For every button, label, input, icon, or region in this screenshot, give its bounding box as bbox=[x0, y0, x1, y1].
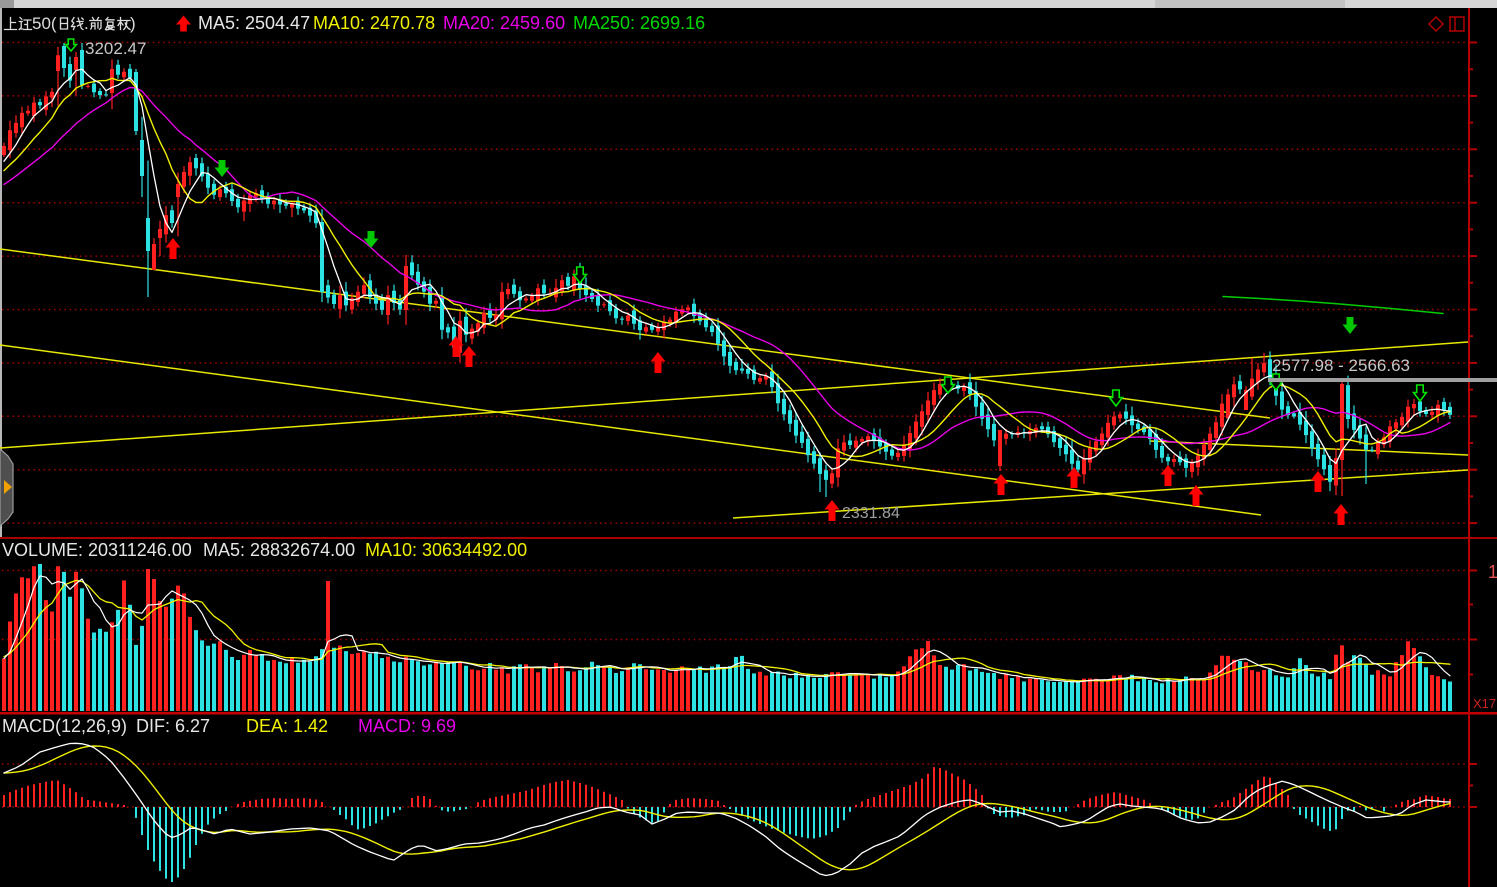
svg-text:2577.98 - 2566.63: 2577.98 - 2566.63 bbox=[1272, 356, 1410, 375]
svg-text:2331.84: 2331.84 bbox=[842, 505, 900, 522]
svg-text:.: . bbox=[84, 14, 89, 33]
svg-text:3202.47: 3202.47 bbox=[85, 39, 146, 58]
svg-text:VOLUME: 20311246.00: VOLUME: 20311246.00 bbox=[2, 540, 192, 560]
svg-text:MACD: 9.69: MACD: 9.69 bbox=[358, 716, 456, 736]
svg-text:MA250: 2699.16: MA250: 2699.16 bbox=[573, 13, 705, 33]
svg-text:DIF: 6.27: DIF: 6.27 bbox=[136, 716, 210, 736]
svg-text:MA20: 2459.60: MA20: 2459.60 bbox=[443, 13, 565, 33]
svg-text:MACD(12,26,9): MACD(12,26,9) bbox=[2, 716, 127, 736]
svg-text:MA10: 30634492.00: MA10: 30634492.00 bbox=[365, 540, 527, 560]
svg-text:X17: X17 bbox=[1473, 696, 1496, 711]
svg-text:MA5: 2504.47: MA5: 2504.47 bbox=[198, 13, 310, 33]
svg-text:MA10: 2470.78: MA10: 2470.78 bbox=[313, 13, 435, 33]
svg-text:): ) bbox=[130, 14, 136, 33]
svg-text:50(: 50( bbox=[32, 14, 57, 33]
svg-text:DEA: 1.42: DEA: 1.42 bbox=[246, 716, 328, 736]
svg-text:1: 1 bbox=[1488, 562, 1497, 582]
svg-text:MA5: 28832674.00: MA5: 28832674.00 bbox=[203, 540, 355, 560]
